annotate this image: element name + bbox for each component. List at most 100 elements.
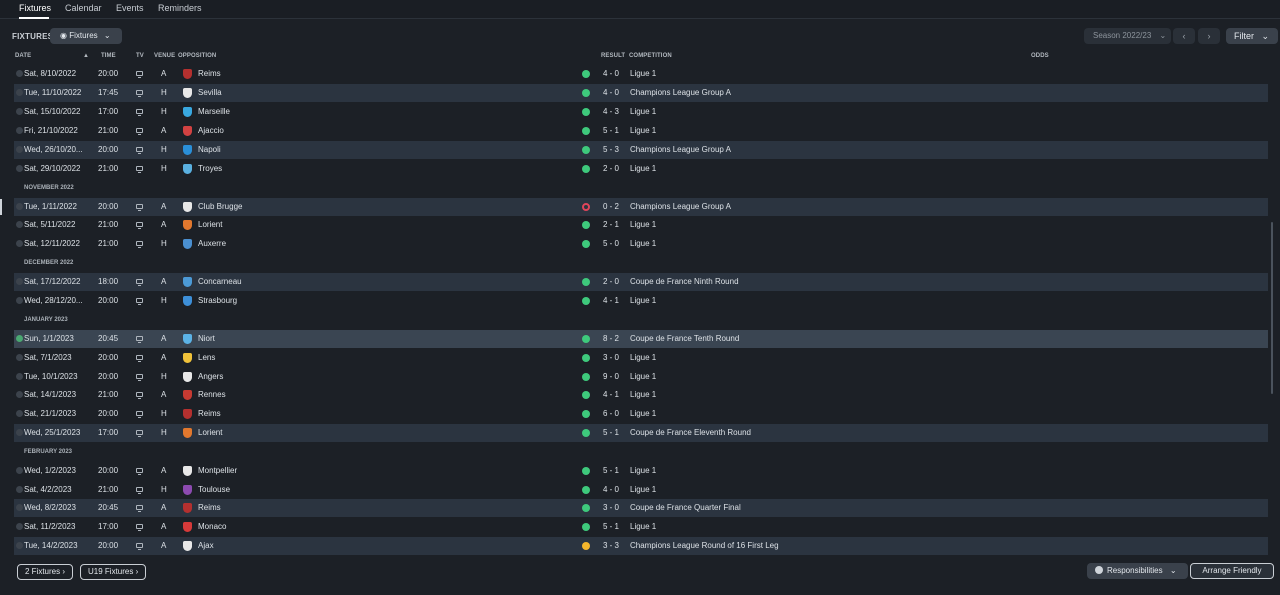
select-checkbox[interactable]: [16, 504, 23, 511]
select-checkbox[interactable]: [16, 89, 23, 96]
scrollbar[interactable]: [1271, 222, 1273, 394]
fixture-opposition[interactable]: Reims: [198, 409, 221, 418]
fixture-result[interactable]: 4 - 1: [603, 296, 620, 305]
fixture-competition[interactable]: Ligue 1: [630, 466, 657, 475]
fixture-row[interactable]: Sat, 7/1/2023 20:00 A Lens 3 - 0 Ligue 1: [14, 349, 1268, 367]
fixture-row[interactable]: Sat, 21/1/2023 20:00 H Reims 6 - 0 Ligue 1: [14, 405, 1268, 423]
fixture-row[interactable]: Wed, 8/2/2023 20:45 A Reims 3 - 0 Coupe de Fr…: [14, 499, 1268, 517]
tab-fixtures[interactable]: Fixtures: [19, 0, 51, 19]
column-header-time[interactable]: TIME: [101, 53, 116, 59]
fixture-competition[interactable]: Ligue 1: [630, 485, 657, 494]
fixture-result[interactable]: 4 - 3: [603, 107, 620, 116]
fixture-opposition[interactable]: Sevilla: [198, 88, 222, 97]
fixture-opposition[interactable]: Troyes: [198, 164, 223, 173]
select-checkbox[interactable]: [16, 221, 23, 228]
fixture-competition[interactable]: Coupe de France Ninth Round: [630, 277, 739, 286]
fixture-competition[interactable]: Champions League Group A: [630, 145, 731, 154]
fixture-opposition[interactable]: Toulouse: [198, 485, 231, 494]
view-dropdown[interactable]: ◉ Fixtures ⌄: [50, 28, 122, 44]
fixture-result[interactable]: 2 - 0: [603, 277, 620, 286]
fixture-competition[interactable]: Ligue 1: [630, 296, 657, 305]
fixture-opposition[interactable]: Club Brugge: [198, 202, 243, 211]
fixture-competition[interactable]: Ligue 1: [630, 239, 657, 248]
fixture-row[interactable]: Sat, 14/1/2023 21:00 A Rennes 4 - 1 Ligue 1: [14, 386, 1268, 404]
two-fixtures-button[interactable]: 2 Fixtures ›: [17, 564, 74, 580]
fixture-opposition[interactable]: Montpellier: [198, 466, 238, 475]
fixture-opposition[interactable]: Marseille: [198, 107, 231, 116]
fixture-row[interactable]: Tue, 1/11/2022 20:00 A Club Brugge 0 - 2 Cham…: [14, 198, 1268, 216]
column-header-result[interactable]: RESULT: [601, 53, 626, 59]
fixture-opposition[interactable]: Concarneau: [198, 277, 242, 286]
fixture-result[interactable]: 4 - 0: [603, 88, 620, 97]
fixture-opposition[interactable]: Rennes: [198, 390, 226, 399]
fixture-row[interactable]: Fri, 21/10/2022 21:00 A Ajaccio 5 - 1 Ligue 1: [14, 122, 1268, 140]
fixture-row[interactable]: Sat, 4/2/2023 21:00 H Toulouse 4 - 0 Ligue 1: [14, 481, 1268, 499]
fixture-row[interactable]: Sat, 8/10/2022 20:00 A Reims 4 - 0 Ligue 1: [14, 65, 1268, 83]
fixture-opposition[interactable]: Lens: [198, 353, 216, 362]
select-checkbox[interactable]: [16, 127, 23, 134]
fixture-competition[interactable]: Coupe de France Tenth Round: [630, 334, 740, 343]
fixture-competition[interactable]: Ligue 1: [630, 353, 657, 362]
fixture-opposition[interactable]: Angers: [198, 372, 224, 381]
filter-button[interactable]: Filter ⌄: [1226, 28, 1278, 44]
select-checkbox[interactable]: [16, 354, 23, 361]
select-checkbox[interactable]: [16, 523, 23, 530]
u19-fixtures-button[interactable]: U19 Fixtures ›: [80, 564, 147, 580]
fixture-row[interactable]: Sat, 12/11/2022 21:00 H Auxerre 5 - 0 Ligue 1: [14, 235, 1268, 253]
fixture-competition[interactable]: Champions League Group A: [630, 202, 731, 211]
select-checkbox[interactable]: [16, 278, 23, 285]
column-header-date[interactable]: DATE: [15, 53, 32, 59]
fixture-competition[interactable]: Ligue 1: [630, 107, 657, 116]
fixture-competition[interactable]: Ligue 1: [630, 522, 657, 531]
fixture-result[interactable]: 6 - 0: [603, 409, 620, 418]
column-header-tv[interactable]: TV: [136, 53, 144, 59]
fixture-opposition[interactable]: Niort: [198, 334, 215, 343]
fixture-result[interactable]: 0 - 2: [603, 202, 620, 211]
fixture-result[interactable]: 3 - 3: [603, 541, 620, 550]
select-checkbox[interactable]: [16, 108, 23, 115]
select-checkbox[interactable]: [16, 165, 23, 172]
fixture-row[interactable]: Sat, 15/10/2022 17:00 H Marseille 4 - 3 Ligue…: [14, 103, 1268, 121]
fixture-competition[interactable]: Champions League Round of 16 First Leg: [630, 541, 779, 550]
select-checkbox[interactable]: [16, 203, 23, 210]
fixture-result[interactable]: 5 - 1: [603, 126, 620, 135]
select-checkbox[interactable]: [16, 373, 23, 380]
select-checkbox[interactable]: [16, 410, 23, 417]
fixture-result[interactable]: 3 - 0: [603, 353, 620, 362]
fixture-opposition[interactable]: Ajaccio: [198, 126, 224, 135]
column-header-competition[interactable]: COMPETITION: [629, 53, 672, 59]
fixture-result[interactable]: 9 - 0: [603, 372, 620, 381]
fixture-competition[interactable]: Ligue 1: [630, 409, 657, 418]
fixture-competition[interactable]: Ligue 1: [630, 220, 657, 229]
tab-reminders[interactable]: Reminders: [158, 3, 202, 13]
column-header-opposition[interactable]: OPPOSITION: [178, 53, 217, 59]
fixture-row[interactable]: Sat, 29/10/2022 21:00 H Troyes 2 - 0 Ligue 1: [14, 160, 1268, 178]
fixture-opposition[interactable]: Reims: [198, 69, 221, 78]
fixture-opposition[interactable]: Monaco: [198, 522, 227, 531]
fixture-competition[interactable]: Ligue 1: [630, 126, 657, 135]
select-checkbox[interactable]: [16, 429, 23, 436]
select-checkbox[interactable]: [16, 467, 23, 474]
fixture-competition[interactable]: Ligue 1: [630, 390, 657, 399]
fixture-row[interactable]: Sun, 1/1/2023 20:45 A Niort 8 - 2 Coupe de Fr…: [14, 330, 1268, 348]
fixture-result[interactable]: 2 - 0: [603, 164, 620, 173]
select-checkbox[interactable]: [16, 335, 23, 342]
fixture-competition[interactable]: Ligue 1: [630, 372, 657, 381]
select-checkbox[interactable]: [16, 146, 23, 153]
fixture-opposition[interactable]: Ajax: [198, 541, 214, 550]
select-checkbox[interactable]: [16, 542, 23, 549]
arrange-friendly-button[interactable]: Arrange Friendly: [1190, 563, 1274, 579]
select-checkbox[interactable]: [16, 391, 23, 398]
fixture-row[interactable]: Wed, 26/10/20... 20:00 H Napoli 5 - 3 Champio…: [14, 141, 1268, 159]
fixture-result[interactable]: 4 - 0: [603, 69, 620, 78]
fixture-opposition[interactable]: Auxerre: [198, 239, 227, 248]
fixture-opposition[interactable]: Strasbourg: [198, 296, 238, 305]
fixture-row[interactable]: Tue, 10/1/2023 20:00 H Angers 9 - 0 Ligue 1: [14, 368, 1268, 386]
fixture-opposition[interactable]: Lorient: [198, 220, 223, 229]
tab-calendar[interactable]: Calendar: [65, 3, 102, 13]
responsibilities-button[interactable]: Responsibilities ⌄: [1087, 563, 1188, 579]
fixture-row[interactable]: Sat, 5/11/2022 21:00 A Lorient 2 - 1 Ligue 1: [14, 216, 1268, 234]
fixture-row[interactable]: Tue, 11/10/2022 17:45 H Sevilla 4 - 0 Champio…: [14, 84, 1268, 102]
next-button[interactable]: ›: [1198, 28, 1220, 44]
select-checkbox[interactable]: [16, 70, 23, 77]
